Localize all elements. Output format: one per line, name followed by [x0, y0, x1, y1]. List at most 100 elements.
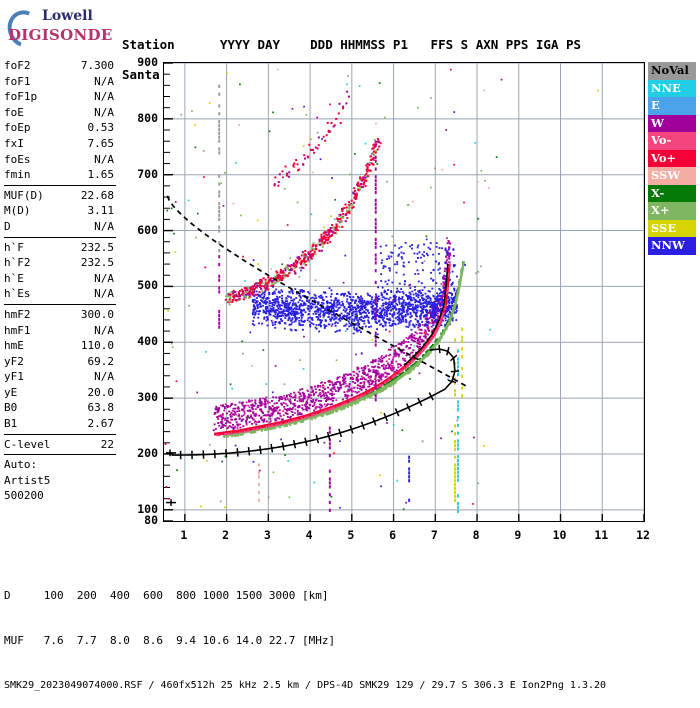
data-point: [253, 418, 255, 420]
data-point: [414, 273, 416, 275]
data-point: [377, 373, 379, 375]
data-point: [270, 407, 272, 409]
data-point: [271, 415, 273, 417]
legend-item-noval[interactable]: NoVal: [648, 62, 696, 80]
data-point: [408, 456, 410, 459]
data-point: [384, 266, 386, 268]
data-point: [393, 320, 395, 322]
data-point: [218, 147, 220, 150]
data-point: [312, 319, 314, 321]
data-point: [334, 305, 336, 307]
data-point: [284, 305, 286, 307]
data-point: [300, 270, 302, 272]
legend-item-e[interactable]: E: [648, 97, 696, 115]
data-point: [360, 295, 362, 297]
data-point: [284, 322, 286, 324]
data-point: [388, 267, 390, 269]
data-point: [445, 328, 447, 330]
data-point: [400, 322, 402, 324]
data-point: [276, 318, 278, 320]
data-point: [496, 156, 498, 158]
data-point: [373, 311, 375, 313]
data-point: [394, 306, 396, 308]
data-point: [215, 428, 217, 430]
data-point: [405, 326, 407, 328]
legend-item-w[interactable]: W: [648, 115, 696, 133]
data-point: [426, 235, 428, 237]
data-point: [403, 274, 405, 276]
data-point: [259, 285, 261, 287]
data-point: [307, 251, 309, 253]
ionogram-plot-area[interactable]: [163, 62, 645, 522]
data-point: [280, 439, 282, 441]
data-point: [382, 325, 384, 327]
data-point: [175, 251, 177, 253]
data-point: [268, 411, 270, 413]
data-point: [349, 296, 351, 298]
data-point: [304, 250, 306, 252]
data-point: [311, 249, 313, 251]
data-point: [336, 304, 338, 306]
data-point: [454, 475, 456, 478]
data-point: [319, 313, 321, 315]
data-point: [391, 236, 393, 238]
data-point: [413, 294, 415, 296]
data-point: [326, 300, 328, 302]
data-point: [314, 417, 316, 419]
data-point: [440, 337, 442, 339]
data-point: [329, 477, 331, 480]
data-point: [365, 379, 367, 381]
param-value: 232.5: [81, 255, 114, 271]
data-point: [338, 307, 340, 309]
data-point: [261, 419, 263, 421]
data-point: [372, 308, 374, 310]
data-point: [224, 418, 226, 420]
data-point: [375, 269, 377, 272]
data-point: [433, 322, 435, 324]
data-point: [341, 313, 343, 315]
data-point: [291, 322, 293, 324]
data-point: [345, 373, 347, 375]
data-point: [397, 255, 399, 257]
data-point: [308, 313, 310, 315]
data-point: [348, 390, 350, 392]
data-point: [362, 305, 364, 307]
data-point: [253, 309, 255, 311]
data-point: [407, 326, 409, 328]
data-point: [420, 302, 422, 304]
data-point: [394, 350, 396, 352]
data-point: [382, 296, 384, 298]
data-point: [375, 210, 377, 213]
legend-item-vo-[interactable]: Vo+: [648, 150, 696, 168]
data-point: [368, 322, 370, 324]
param-value: 1.65: [88, 167, 115, 183]
data-point: [232, 408, 234, 410]
data-point: [428, 301, 430, 303]
data-point: [454, 393, 456, 396]
data-point: [335, 118, 337, 120]
data-point: [296, 317, 298, 319]
data-point: [223, 436, 225, 438]
data-point: [223, 205, 225, 207]
param-key: foE: [4, 105, 24, 121]
data-point: [411, 333, 413, 335]
legend-item-vo-[interactable]: Vo-: [648, 132, 696, 150]
data-point: [442, 291, 444, 293]
data-point: [372, 381, 374, 383]
data-point: [381, 310, 383, 312]
data-point: [472, 503, 474, 505]
data-point: [249, 288, 251, 290]
data-point: [388, 358, 390, 360]
data-point: [284, 188, 286, 190]
y-tick-label: 700: [118, 167, 158, 181]
data-point: [436, 292, 438, 294]
data-point: [323, 227, 325, 229]
data-point: [279, 413, 281, 415]
data-point: [367, 293, 369, 295]
data-point: [214, 412, 216, 414]
data-point: [382, 267, 384, 269]
data-point: [401, 429, 403, 431]
data-point: [368, 370, 370, 372]
legend-item-nne[interactable]: NNE: [648, 80, 696, 98]
data-point: [346, 83, 348, 85]
